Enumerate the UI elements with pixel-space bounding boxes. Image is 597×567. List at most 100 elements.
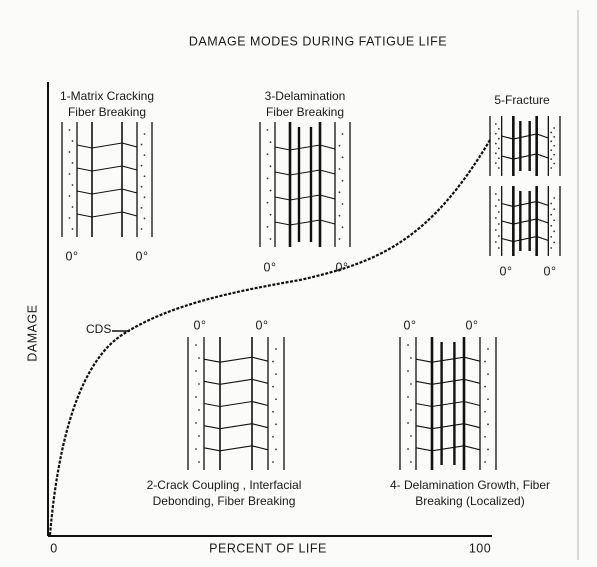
y-axis-label: DAMAGE — [25, 304, 39, 361]
ply-label: 0° — [466, 318, 479, 332]
fiber-dot — [71, 140, 74, 142]
fiber-dot — [269, 165, 272, 168]
crack — [274, 194, 336, 201]
fiber-dot — [494, 142, 497, 145]
fiber-dot — [198, 435, 200, 437]
fiber-dot — [410, 357, 412, 359]
fiber-dot — [269, 238, 272, 240]
fiber-dot — [275, 348, 277, 350]
fiber-dot — [198, 461, 200, 463]
stage-label: 1-Matrix Cracking — [60, 89, 154, 103]
fiber-dot — [497, 137, 500, 140]
fiber-dot — [484, 385, 486, 388]
fiber-dot — [71, 206, 74, 208]
fiber-dot — [195, 448, 197, 450]
crack — [203, 445, 269, 452]
ply-label: 0° — [256, 318, 269, 332]
ply-label: 0° — [500, 264, 513, 278]
crack — [501, 200, 549, 208]
fiber-dot — [487, 448, 489, 451]
crack — [203, 423, 269, 430]
fiber-dot — [272, 360, 274, 363]
stage-label: 5-Fracture — [494, 93, 550, 107]
fiber-dot — [195, 396, 197, 398]
fiber-dot — [143, 175, 146, 178]
fiber-dot — [269, 189, 272, 192]
fiber-dot — [550, 213, 553, 216]
stage-label: 3-Delamination — [265, 89, 346, 103]
ply-label: 0° — [404, 318, 417, 332]
fiber-dot — [407, 396, 409, 398]
fiber-dot — [198, 409, 200, 411]
fiber-dot — [266, 225, 269, 228]
crack — [415, 356, 481, 363]
fiber-dot — [266, 201, 269, 204]
fiber-dot — [407, 370, 409, 372]
fiber-dot — [494, 241, 497, 243]
fiber-dot — [341, 179, 344, 182]
fiber-dot — [494, 205, 497, 207]
crack — [274, 169, 336, 176]
fiber-dot — [497, 247, 500, 249]
fiber-dot — [275, 398, 277, 401]
fiber-dot — [497, 235, 500, 237]
fiber-dot — [484, 360, 486, 363]
fiber-dot — [195, 370, 197, 372]
laminate-sketch — [61, 122, 153, 237]
laminate-sketch — [399, 337, 497, 470]
fiber-dot — [410, 435, 412, 437]
ply-label: 0° — [264, 260, 277, 274]
crack — [274, 144, 336, 151]
fiber-dot — [553, 208, 556, 211]
fiber-dot — [338, 144, 341, 147]
fiber-dot — [338, 191, 341, 194]
fiber-dot — [487, 348, 489, 350]
crack — [76, 188, 138, 195]
fiber-dot — [494, 152, 497, 155]
fiber-dot — [494, 193, 497, 195]
crack — [203, 356, 269, 363]
fiber-dot — [272, 410, 274, 413]
fiber-dot — [550, 158, 553, 161]
fiber-dot — [338, 214, 341, 217]
fiber-dot — [497, 147, 500, 150]
fiber-dot — [140, 206, 143, 209]
fiber-dot — [195, 344, 197, 346]
fiber-dot — [407, 448, 409, 450]
fiber-dot — [487, 373, 489, 376]
x-end-label: 100 — [469, 541, 491, 555]
fiber-dot — [553, 162, 556, 165]
fiber-dot — [410, 383, 412, 385]
damage-curve — [48, 139, 491, 536]
x-start-label: 0 — [50, 541, 57, 555]
fiber-dot — [553, 241, 556, 244]
fiber-dot — [494, 123, 497, 125]
stage-label: Debonding, Fiber Breaking — [153, 494, 296, 508]
fiber-dot — [140, 164, 143, 167]
fiber-dot — [553, 197, 556, 199]
fiber-dot — [68, 129, 71, 131]
fiber-dot — [410, 461, 412, 463]
fiber-dot — [497, 167, 500, 169]
fiber-dot — [553, 230, 556, 233]
crack — [501, 218, 549, 225]
fiber-dot — [550, 149, 553, 152]
fiber-dot — [494, 217, 497, 219]
fiber-dot — [410, 409, 412, 411]
crack — [76, 165, 138, 172]
fiber-dot — [550, 235, 553, 238]
fiber-dot — [68, 195, 71, 197]
x-axis-label: PERCENT OF LIFE — [209, 541, 327, 555]
crack — [76, 211, 138, 218]
fiber-dot — [272, 435, 274, 438]
crack — [274, 219, 336, 226]
fiber-dot — [338, 168, 341, 170]
fiber-dot — [143, 133, 146, 135]
fiber-dot — [407, 422, 409, 424]
fiber-dot — [550, 167, 553, 169]
figure-title: DAMAGE MODES DURING FATIGUE LIFE — [189, 34, 447, 48]
laminate-sketch — [489, 186, 561, 256]
